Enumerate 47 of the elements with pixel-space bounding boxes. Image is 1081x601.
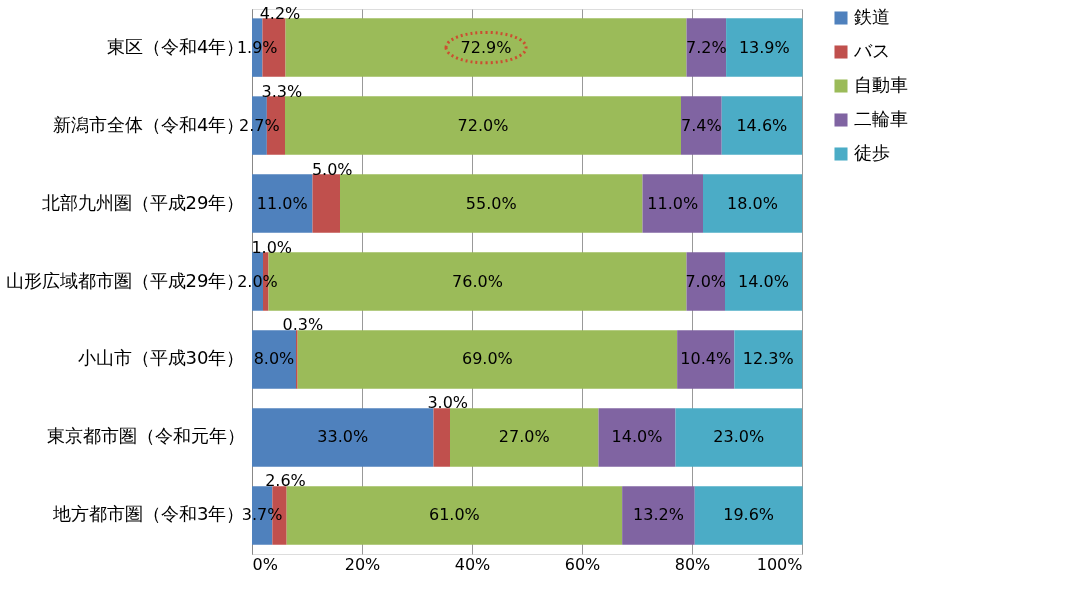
data-label: 11.0% [256, 193, 308, 213]
legend-label: 二輪車 [854, 108, 908, 129]
data-label: 0.3% [282, 315, 324, 335]
data-label: 18.0% [727, 193, 778, 213]
x-tick-label: 80% [674, 554, 711, 574]
data-label: 14.6% [736, 115, 788, 135]
data-label: 55.0% [465, 193, 517, 213]
legend-label: バス [853, 40, 890, 61]
data-label: 61.0% [428, 505, 480, 525]
x-tick-label: 100% [756, 554, 803, 574]
data-label: 10.4% [680, 349, 732, 369]
y-tick-label: 北部九州圏（平成29年） [41, 191, 245, 213]
legend-label: 徒歩 [854, 142, 890, 163]
legend-label: 鉄道 [854, 6, 890, 27]
data-label: 7.4% [681, 115, 722, 135]
data-label: 72.0% [457, 115, 509, 135]
data-label: 76.0% [452, 271, 503, 291]
x-tick-label: 0% [252, 554, 278, 574]
data-label: 12.3% [742, 349, 794, 369]
data-label: 13.2% [633, 505, 684, 525]
y-tick-label: 東京都市圏（令和元年） [46, 425, 245, 447]
data-label: 8.0% [253, 349, 295, 369]
data-label: 19.6% [723, 505, 775, 525]
data-label: 72.9% [460, 37, 512, 57]
x-tick-label: 60% [564, 554, 601, 574]
x-tick-label: 40% [454, 554, 491, 574]
data-label: 3.3% [261, 81, 303, 101]
data-label: 11.0% [647, 193, 699, 213]
data-label: 4.2% [259, 3, 301, 23]
data-label: 14.0% [611, 427, 663, 447]
legend-label: 自動車 [854, 74, 908, 95]
data-label: 1.0% [251, 237, 293, 257]
data-label: 2.6% [265, 471, 306, 491]
data-label: 5.0% [311, 159, 353, 179]
data-label: 23.0% [713, 427, 765, 447]
data-label: 33.0% [317, 427, 369, 447]
data-label: 3.0% [427, 393, 469, 413]
data-label: 14.0% [738, 271, 789, 291]
data-label: 2.7% [239, 115, 280, 135]
x-tick-label: 20% [344, 554, 381, 574]
data-label: 69.0% [461, 349, 513, 369]
data-label: 7.2% [685, 37, 727, 57]
data-label: 7.0% [685, 271, 727, 291]
data-label: 27.0% [498, 427, 550, 447]
data-label: 13.9% [738, 37, 790, 57]
y-tick-label: 小山市（平成30年） [77, 347, 245, 369]
data-label: 1.9% [236, 37, 278, 57]
